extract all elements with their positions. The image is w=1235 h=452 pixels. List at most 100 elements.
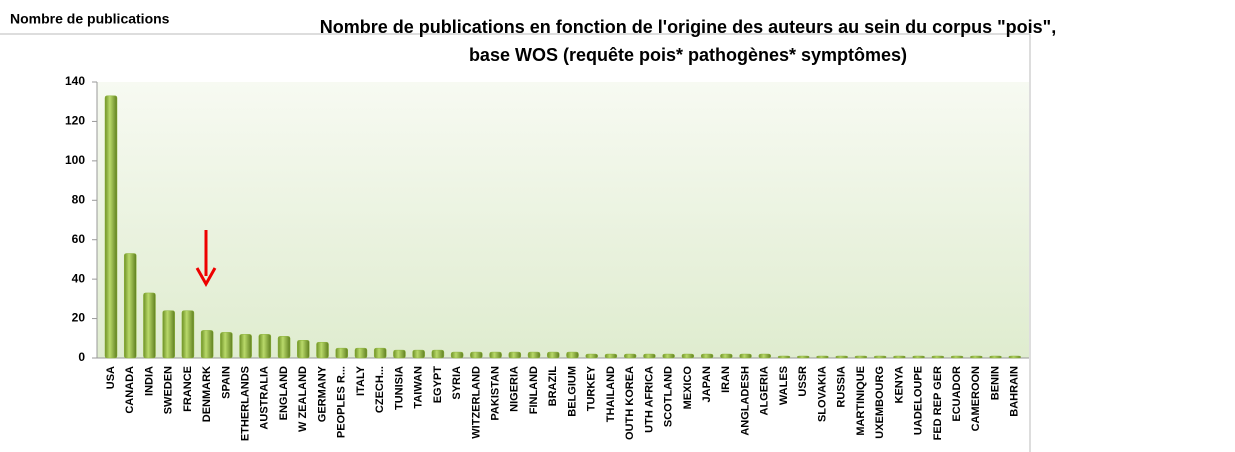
bar <box>277 336 291 359</box>
x-tick-label: RUSSIA <box>836 366 848 408</box>
x-tick-label: SYRIA <box>451 366 463 400</box>
y-tick-label: 80 <box>72 192 86 206</box>
x-tick-label: MEXICO <box>682 366 694 410</box>
x-tick-label: TUNISIA <box>393 366 405 410</box>
x-tick-label: UXEMBOURG <box>874 366 886 439</box>
bar <box>104 95 118 359</box>
x-tick-label: SWEDEN <box>163 366 175 414</box>
y-tick-label: 0 <box>78 350 85 364</box>
bar <box>643 353 656 359</box>
bar <box>623 353 637 359</box>
bar <box>970 355 983 359</box>
y-tick-label: 60 <box>72 232 86 246</box>
x-tick-label: W ZEALAND <box>297 366 309 432</box>
x-tick-label: USA <box>105 366 117 389</box>
bar <box>335 347 348 359</box>
bar <box>393 349 406 359</box>
bar <box>777 355 791 359</box>
bar <box>816 355 829 359</box>
x-tick-label: UADELOUPE <box>913 366 925 435</box>
x-tick-label: ECUADOR <box>951 366 963 422</box>
bar <box>143 292 156 359</box>
y-axis-label: Nombre de publications <box>10 11 170 27</box>
bar <box>835 355 848 359</box>
x-tick-label: IRAN <box>720 366 732 393</box>
chart-title: Nombre de publications en fonction de l'… <box>320 17 1056 37</box>
y-tick-label: 100 <box>65 153 85 167</box>
x-tick-label: NIGERIA <box>509 366 521 412</box>
x-tick-label: INDIA <box>143 366 155 396</box>
bar <box>893 355 906 359</box>
x-tick-label: ALGERIA <box>759 366 771 416</box>
bar <box>373 347 387 359</box>
x-tick-label: ANGLADESH <box>739 366 751 436</box>
x-tick-label: KENYA <box>893 366 905 404</box>
x-tick-label: OUTH KOREA <box>624 366 636 440</box>
x-tick-label: TAIWAN <box>413 366 425 409</box>
x-tick-label: FED REP GER <box>932 366 944 440</box>
bar <box>989 355 1002 359</box>
x-tick-label: SCOTLAND <box>663 366 675 427</box>
bar <box>681 353 695 359</box>
bar <box>1008 355 1022 359</box>
bar <box>162 310 175 359</box>
x-tick-label: WITZERLAND <box>470 366 482 439</box>
x-tick-label: SLOVAKIA <box>816 366 828 422</box>
x-tick-label: WALES <box>778 366 790 405</box>
bar <box>239 334 252 359</box>
bar <box>316 341 329 359</box>
bar <box>258 334 272 359</box>
bar <box>508 351 522 359</box>
x-tick-label: ENGLAND <box>278 366 290 420</box>
x-tick-label: JAPAN <box>701 366 713 403</box>
plot-area <box>97 82 1029 358</box>
bar <box>527 351 541 359</box>
bar <box>739 353 752 359</box>
bar <box>873 355 887 359</box>
x-tick-label: BENIN <box>989 366 1001 400</box>
bar <box>950 355 964 359</box>
bar <box>489 351 502 359</box>
bar <box>450 351 464 359</box>
bar <box>200 330 214 359</box>
bar <box>720 353 733 359</box>
bar <box>566 351 579 359</box>
x-tick-label: GERMANY <box>316 365 328 422</box>
x-tick-label: USSR <box>797 366 809 397</box>
bar <box>220 332 233 359</box>
bar <box>758 353 772 359</box>
bar <box>354 347 368 359</box>
y-tick-label: 140 <box>65 74 85 88</box>
x-tick-label: TURKEY <box>586 365 598 411</box>
y-tick-label: 120 <box>65 114 85 128</box>
x-tick-label: CANADA <box>124 366 136 414</box>
x-tick-label: MARTINIQUE <box>855 366 867 436</box>
x-tick-label: CAMEROON <box>970 366 982 431</box>
bar <box>931 355 945 359</box>
x-tick-label: AUSTRALIA <box>259 366 271 430</box>
y-tick-label: 20 <box>72 311 86 325</box>
x-tick-label: BRAZIL <box>547 366 559 407</box>
x-tick-label: PEOPLES R... <box>336 366 348 438</box>
x-tick-label: UTH AFRICA <box>643 366 655 433</box>
x-tick-label: BAHRAIN <box>1009 366 1021 417</box>
bar <box>854 355 868 359</box>
x-tick-label: EGYPT <box>432 366 444 404</box>
bar <box>912 355 925 359</box>
x-tick-label: DENMARK <box>201 366 213 422</box>
x-tick-label: ITALY <box>355 365 367 396</box>
bar <box>123 253 137 359</box>
x-tick-label: BELGIUM <box>566 366 578 417</box>
x-tick-label: FINLAND <box>528 366 540 414</box>
bar <box>797 355 810 359</box>
x-tick-label: SPAIN <box>220 366 232 399</box>
x-tick-label: FRANCE <box>182 366 194 412</box>
x-tick-label: PAKISTAN <box>489 366 501 421</box>
bar <box>700 353 714 359</box>
bar <box>585 353 598 359</box>
x-tick-label: CZECH... <box>374 366 386 413</box>
x-tick-label: THAILAND <box>605 366 617 422</box>
bar <box>547 351 560 359</box>
bar <box>470 351 483 359</box>
